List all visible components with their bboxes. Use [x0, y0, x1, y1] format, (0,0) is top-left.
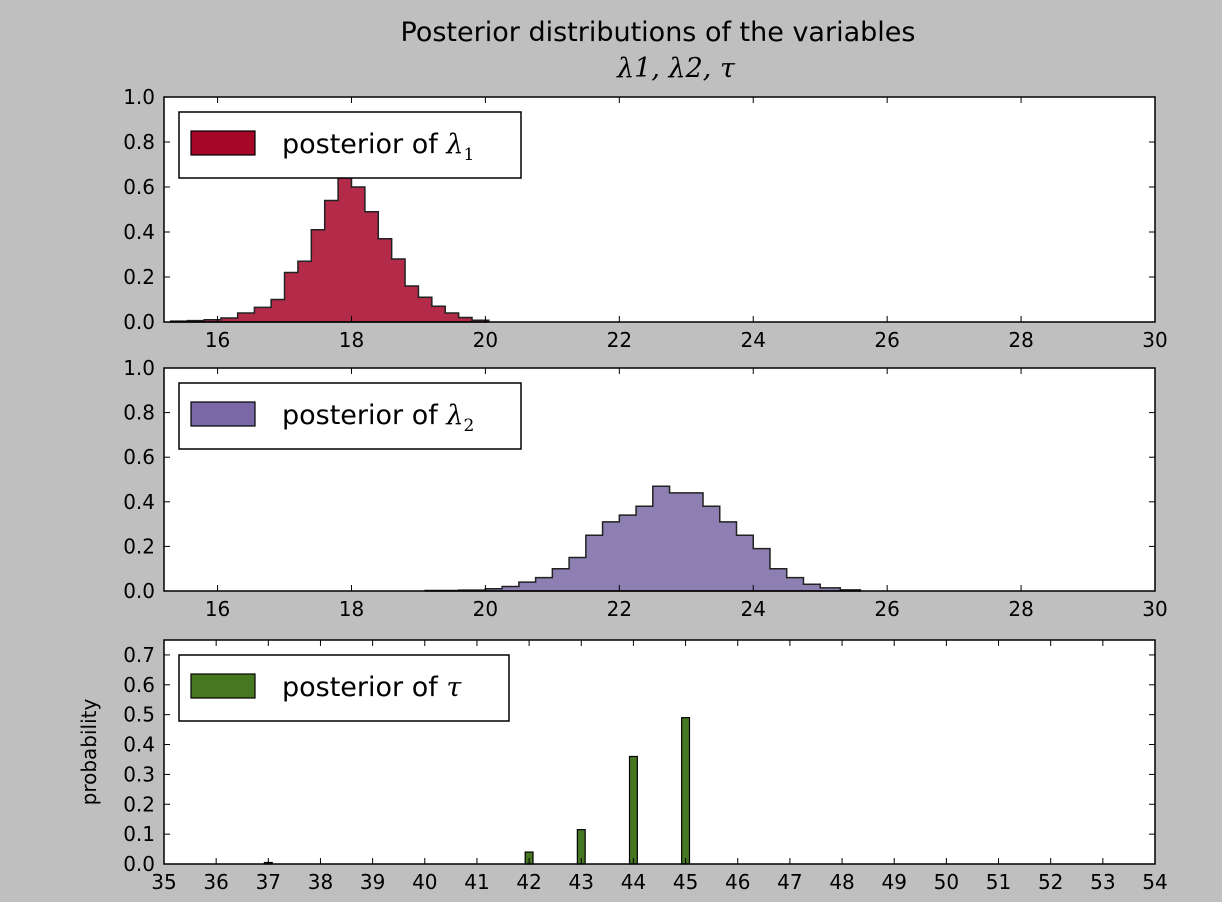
figure-title: Posterior distributions of the variables: [401, 17, 916, 48]
y-tick-label: 0.2: [123, 265, 155, 289]
subplot-3: 35 36 37 38 39 40 41 42 43 44 45 46 47 48 49 50 51 52 53 54…: [77, 639, 1168, 894]
histogram-series: [424, 485, 862, 592]
x-tick-label: 52: [1038, 870, 1063, 894]
legend-swatch: [190, 673, 256, 699]
legend: posterior of λ2: [178, 382, 522, 450]
tau-bar: [681, 717, 691, 865]
x-tick-label: 18: [339, 328, 364, 352]
legend-label: posterior of τ: [282, 672, 462, 703]
y-tick-label: 0.4: [123, 220, 155, 244]
y-tick-label: 0.6: [123, 175, 155, 199]
y-tick-label: 0.6: [123, 445, 155, 469]
tau-bar: [628, 755, 638, 865]
x-tick-label: 16: [205, 328, 230, 352]
y-tick-label: 0.5: [123, 703, 155, 727]
x-tick-label: 51: [986, 870, 1011, 894]
y-tick-label: 0.8: [123, 401, 155, 425]
y-axis-label: probability: [77, 698, 101, 805]
y-tick-label: 1.0: [123, 85, 155, 109]
figure-subtitle: λ1, λ2, τ: [616, 53, 736, 84]
y-tick-label: 0.2: [123, 534, 155, 558]
x-tick-label: 24: [741, 597, 766, 621]
x-tick-label: 18: [339, 597, 364, 621]
x-tick-label: 43: [569, 870, 594, 894]
x-tick-label: 46: [725, 870, 750, 894]
x-tick-label: 22: [607, 597, 632, 621]
subplot-1: 16 18 20 22 24 26 28 30 0.0 0.2 0.4 0.6 0.8 1.0 poster…: [123, 85, 1168, 352]
legend-label: posterior of λ2: [282, 400, 474, 436]
x-tick-label: 50: [934, 870, 959, 894]
y-tick-label: 0.4: [123, 490, 155, 514]
y-tick-label: 0.4: [123, 733, 155, 757]
y-tick-label: 0.1: [123, 822, 155, 846]
legend: posterior of τ: [178, 654, 510, 722]
x-tick-label: 38: [308, 870, 333, 894]
x-tick-label: 30: [1142, 328, 1167, 352]
x-tick-label: 41: [464, 870, 489, 894]
x-tick-label: 42: [516, 870, 541, 894]
x-tick-label: 45: [673, 870, 698, 894]
x-tick-label: 20: [473, 328, 498, 352]
x-tick-label: 16: [205, 597, 230, 621]
x-tick-label: 37: [256, 870, 281, 894]
y-tick-label: 0.8: [123, 130, 155, 154]
y-tick-label: 0.6: [123, 673, 155, 697]
subplots: 16 18 20 22 24 26 28 30 0.0 0.2 0.4 0.6 0.8 1.0 poster…: [77, 85, 1168, 894]
legend: posterior of λ1: [178, 111, 522, 179]
x-tick-label: 35: [151, 870, 176, 894]
y-tick-label: 0.0: [123, 579, 155, 603]
x-tick-label: 26: [874, 328, 899, 352]
legend-swatch: [190, 401, 256, 427]
y-tick-label: 0.3: [123, 762, 155, 786]
x-tick-label: 30: [1142, 597, 1167, 621]
subplot-2: 16 18 20 22 24 26 28 30 0.0 0.2 0.4 0.6 0.8 1.0 poster…: [123, 356, 1168, 621]
x-tick-label: 36: [203, 870, 228, 894]
x-tick-label: 48: [829, 870, 854, 894]
x-tick-label: 26: [874, 597, 899, 621]
x-tick-label: 28: [1008, 597, 1033, 621]
x-tick-label: 40: [412, 870, 437, 894]
x-tick-label: 54: [1142, 870, 1167, 894]
y-tick-label: 0.2: [123, 792, 155, 816]
x-tick-label: 39: [360, 870, 385, 894]
y-tick-label: 1.0: [123, 356, 155, 380]
y-tick-label: 0.0: [123, 310, 155, 334]
x-tick-label: 20: [473, 597, 498, 621]
legend-swatch: [190, 130, 256, 156]
y-tick-label: 0.7: [123, 643, 155, 667]
y-tick-label: 0.0: [123, 852, 155, 876]
legend-label: posterior of λ1: [282, 129, 474, 165]
x-tick-label: 49: [881, 870, 906, 894]
x-tick-label: 28: [1008, 328, 1033, 352]
x-tick-label: 47: [777, 870, 802, 894]
axes-frame: [163, 367, 1156, 592]
x-tick-label: 53: [1090, 870, 1115, 894]
axes-frame: [163, 96, 1156, 323]
x-tick-label: 44: [621, 870, 646, 894]
x-tick-label: 24: [741, 328, 766, 352]
axes-frame: [163, 639, 1156, 865]
x-tick-label: 22: [607, 328, 632, 352]
